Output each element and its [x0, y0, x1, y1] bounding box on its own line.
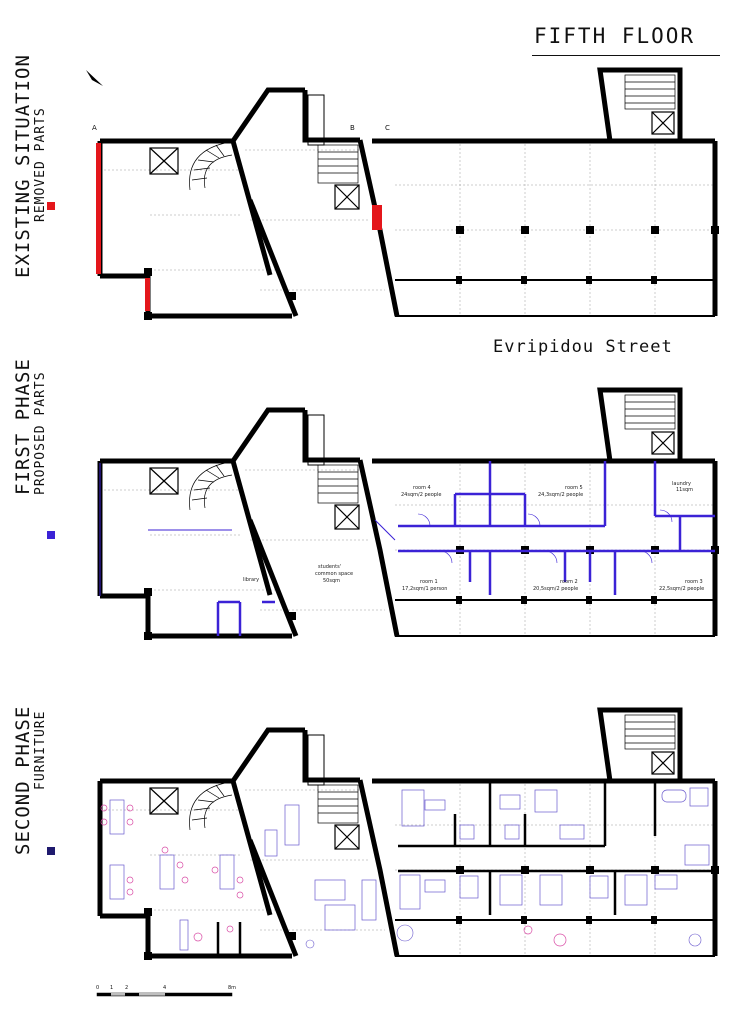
scale-label-4: 4 [163, 985, 166, 991]
axis-label-c: C [385, 124, 390, 132]
proposed-partitions [216, 461, 715, 636]
label-students-1: students' [318, 564, 341, 570]
removed-walls [96, 143, 382, 311]
label-students-3: 50sqm [323, 578, 340, 584]
label-room3-2: 22,5sqm/2 people [659, 586, 704, 592]
north-arrow-icon [86, 70, 103, 86]
scale-bar: 0 1 2 4 8m [96, 985, 236, 997]
label-room5-1: room 5 [565, 485, 583, 491]
plan-existing: A B C [86, 70, 719, 320]
label-room4-1: room 4 [413, 485, 431, 491]
label-students-2: common space [315, 571, 353, 577]
scale-label-0: 0 [96, 985, 99, 991]
label-laundry-2: 11sqm [676, 487, 693, 493]
plan-first-phase: library students' common space 50sqm roo… [100, 390, 719, 640]
label-room5-2: 24,3sqm/2 people [538, 492, 583, 498]
plan-second-phase [100, 710, 719, 960]
label-room2-2: 20,5sqm/2 people [533, 586, 578, 592]
final-partitions [216, 781, 715, 956]
scale-label-2: 2 [125, 985, 128, 991]
axis-label-b: B [350, 124, 355, 132]
label-room4-2: 24sqm/2 people [401, 492, 441, 498]
axis-label-a: A [92, 124, 97, 132]
proposed-thin-walls [99, 463, 396, 596]
plants [305, 924, 702, 949]
label-room1-2: 17,2sqm/1 person [402, 586, 447, 592]
scale-label-8: 8m [228, 985, 236, 991]
legend-furniture-swatch [47, 847, 55, 855]
scale-label-1: 1 [110, 985, 113, 991]
label-library: library [243, 577, 259, 583]
label-laundry-1: laundry [672, 481, 691, 487]
drawing-title: FIFTH FLOOR [534, 24, 696, 48]
title-underline [532, 55, 720, 56]
chairs [100, 804, 567, 947]
street-label: Evripidou Street [493, 337, 673, 357]
label-room1-1: room 1 [420, 579, 438, 585]
legend-removed-swatch [47, 202, 55, 210]
legend-proposed-swatch [47, 531, 55, 539]
label-room2-1: room 2 [560, 579, 578, 585]
furniture [109, 787, 710, 951]
label-room3-1: room 3 [685, 579, 703, 585]
